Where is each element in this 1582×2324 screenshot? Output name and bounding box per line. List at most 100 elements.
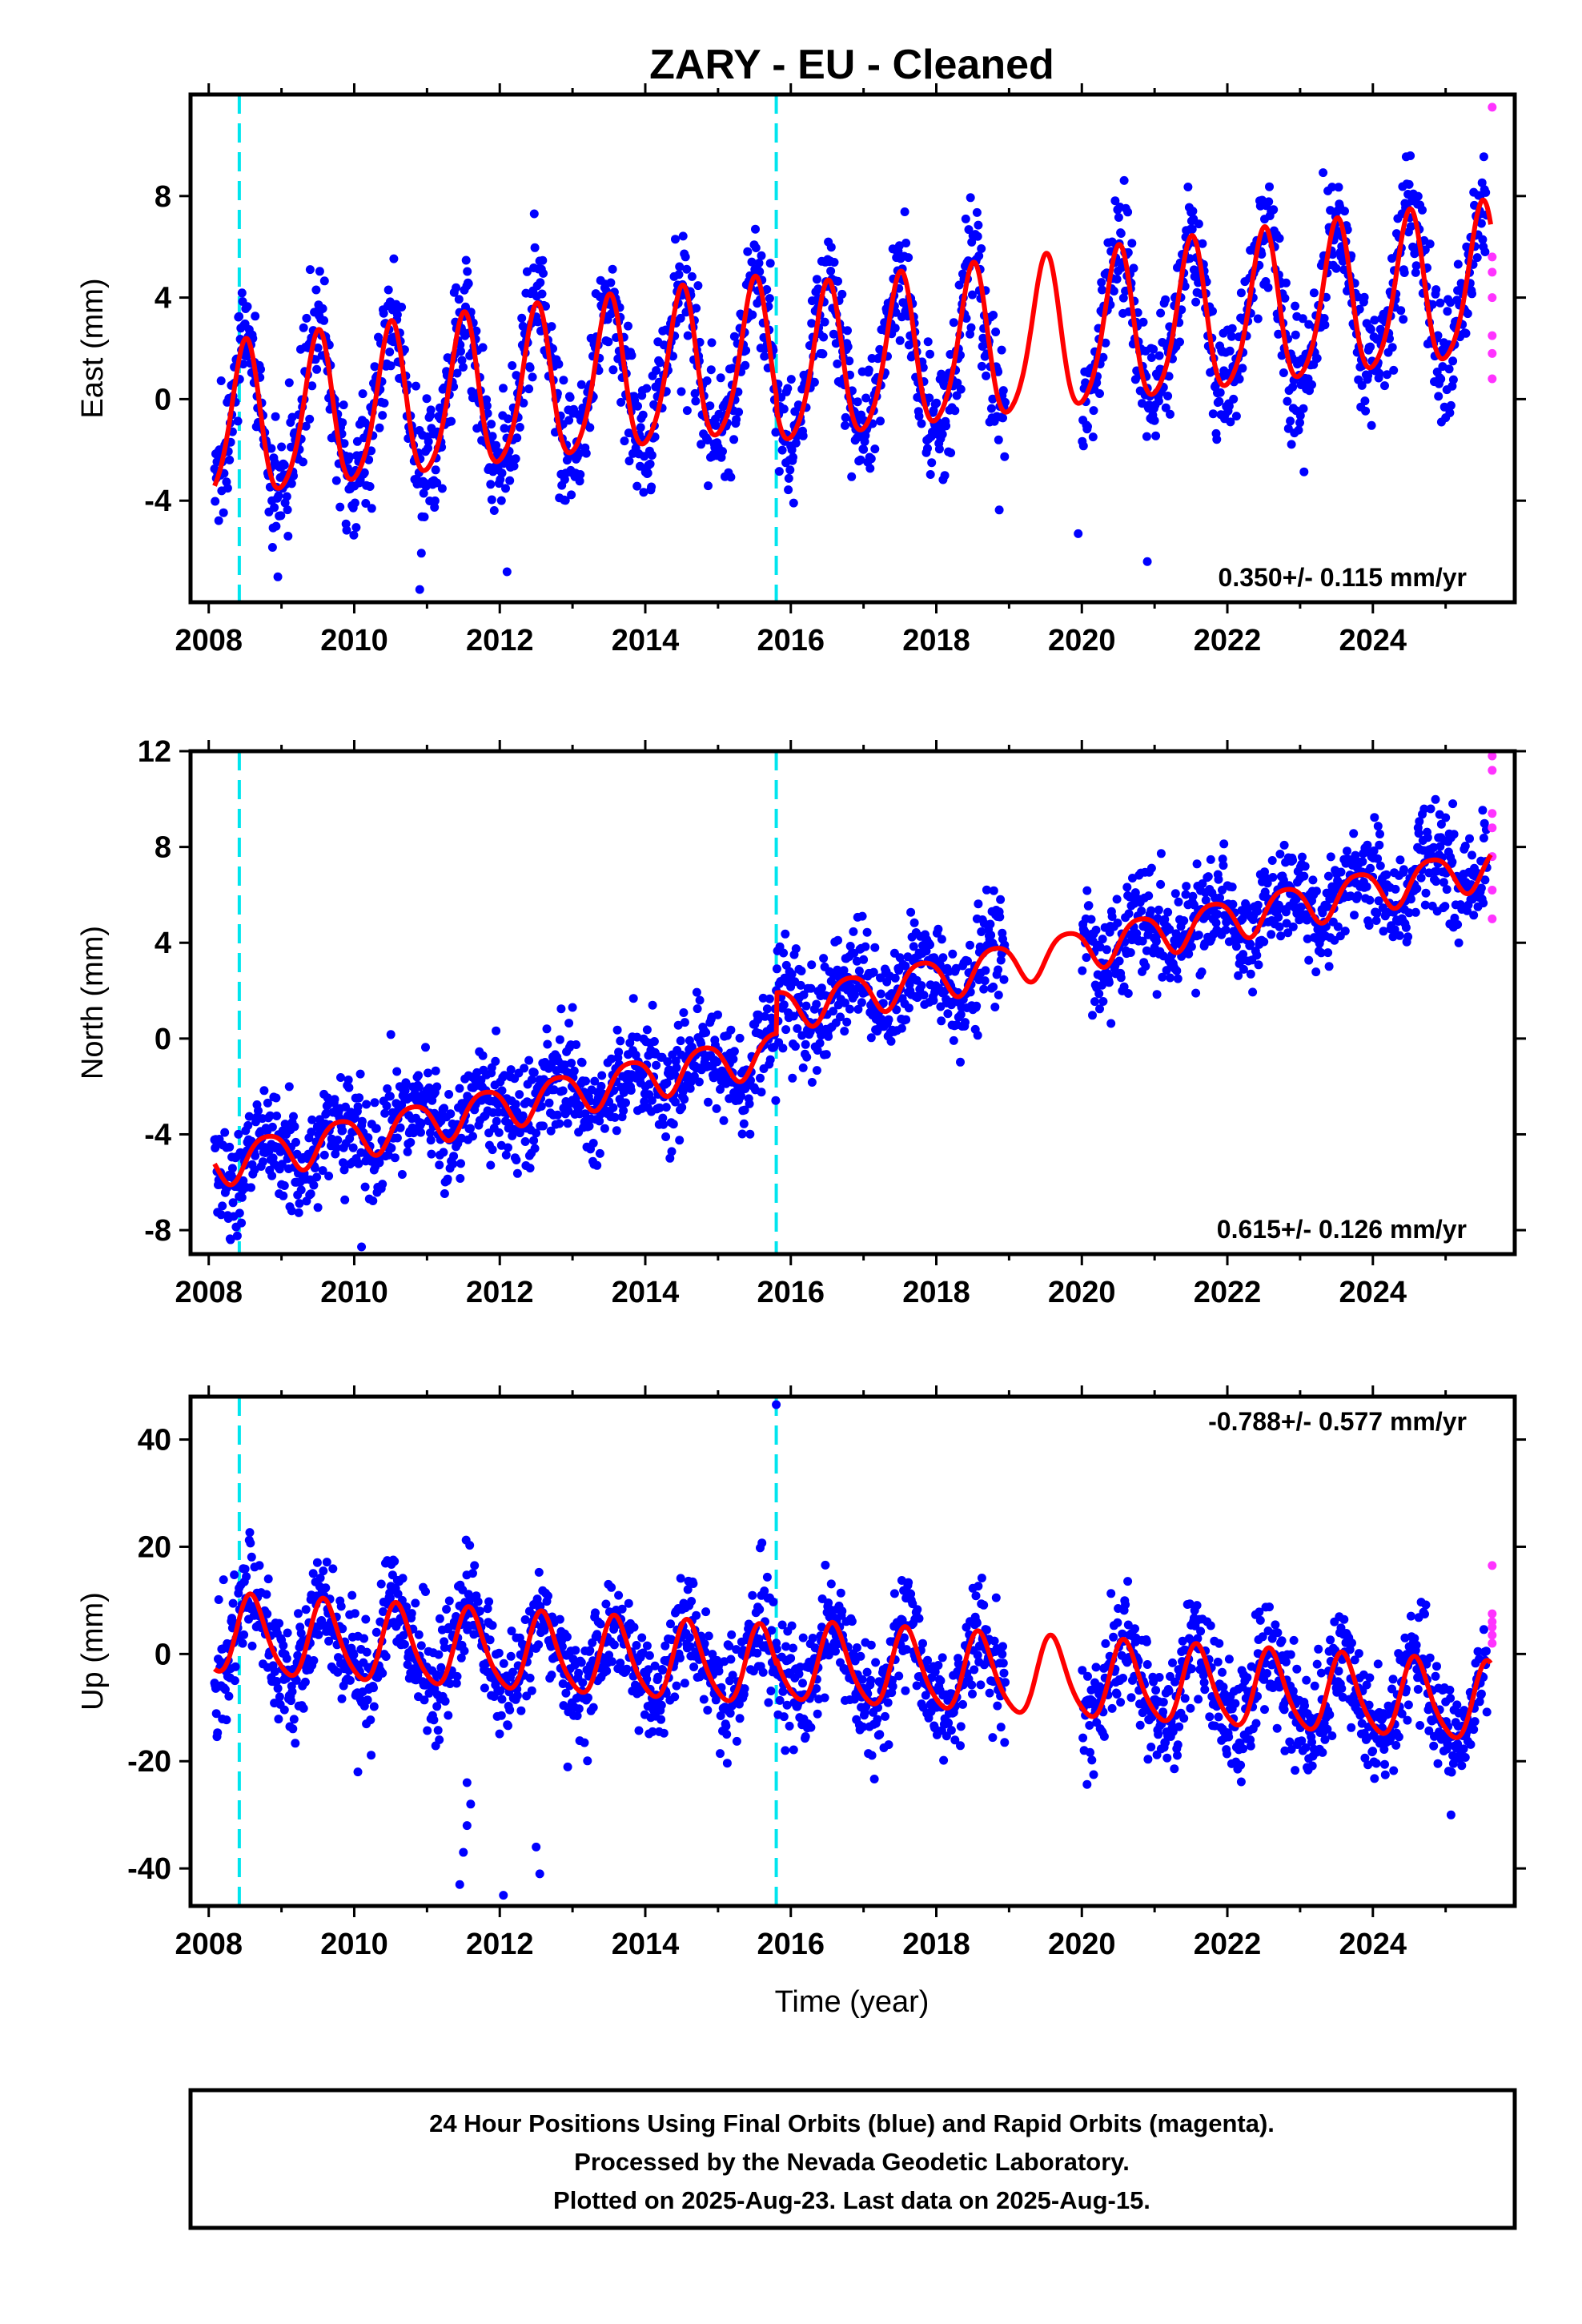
- data-point: [299, 457, 307, 467]
- data-point: [235, 1208, 244, 1218]
- data-point: [414, 1071, 423, 1080]
- data-point: [648, 1000, 657, 1010]
- data-point: [506, 1651, 516, 1661]
- data-point: [478, 343, 488, 352]
- data-point: [1098, 935, 1107, 944]
- data-point: [552, 1110, 562, 1120]
- data-point: [601, 1599, 611, 1609]
- data-point: [1375, 861, 1385, 870]
- data-point: [994, 505, 1004, 515]
- data-point: [468, 1569, 477, 1578]
- data-point: [1095, 389, 1104, 398]
- data-point: [757, 1088, 766, 1097]
- data-point: [1267, 856, 1277, 865]
- data-point: [1246, 939, 1255, 949]
- data-point: [1206, 854, 1215, 864]
- data-point: [789, 452, 797, 462]
- data-point: [608, 264, 617, 274]
- data-point: [1426, 804, 1435, 814]
- velocity-label: 0.615+/- 0.126 mm/yr: [1217, 1215, 1467, 1244]
- data-point: [277, 1160, 287, 1169]
- data-point: [1091, 925, 1101, 935]
- data-point: [352, 436, 362, 446]
- data-point: [216, 1210, 226, 1220]
- data-point: [1098, 997, 1108, 1006]
- data-point: [952, 391, 962, 400]
- data-point: [508, 361, 517, 370]
- data-point: [435, 1160, 444, 1170]
- data-point: [312, 1172, 322, 1182]
- data-point: [1366, 324, 1375, 334]
- x-tick-label: 2014: [612, 1276, 680, 1309]
- data-point: [676, 313, 685, 323]
- data-point: [1259, 937, 1269, 947]
- y-tick-label: 4: [155, 927, 171, 960]
- data-point: [964, 225, 974, 235]
- data-point: [734, 408, 744, 416]
- data-point: [423, 1726, 432, 1735]
- data-point: [1353, 891, 1363, 900]
- data-point: [581, 1076, 590, 1086]
- data-point: [718, 447, 727, 456]
- data-point: [220, 1128, 230, 1137]
- data-point: [837, 289, 847, 299]
- plot-area: [210, 94, 1497, 602]
- outlier-point: [1074, 529, 1083, 538]
- data-point: [412, 381, 420, 391]
- data-point: [988, 394, 998, 404]
- data-point: [1127, 239, 1137, 248]
- data-point: [642, 1641, 652, 1651]
- data-point: [918, 363, 928, 372]
- data-point: [687, 1597, 697, 1606]
- data-point: [367, 1751, 376, 1760]
- data-point: [938, 429, 947, 439]
- data-point: [954, 280, 964, 290]
- data-point: [211, 1144, 220, 1152]
- data-point: [662, 1078, 672, 1088]
- data-point: [925, 393, 934, 403]
- data-point: [282, 1654, 291, 1663]
- data-point: [859, 444, 869, 454]
- data-point: [240, 1564, 250, 1574]
- data-point: [637, 1633, 647, 1642]
- data-point: [411, 1598, 420, 1608]
- data-point: [237, 1218, 247, 1228]
- data-point: [680, 1095, 689, 1104]
- data-point: [729, 332, 739, 341]
- data-point: [348, 1143, 358, 1152]
- data-point: [473, 1597, 483, 1606]
- data-point: [444, 1596, 454, 1606]
- data-point: [487, 495, 496, 505]
- data-point: [616, 397, 626, 407]
- data-point: [263, 1098, 272, 1108]
- data-point: [693, 1004, 702, 1014]
- data-point: [283, 1628, 292, 1638]
- data-point: [356, 1148, 366, 1157]
- data-point: [472, 326, 481, 336]
- data-point: [289, 1112, 298, 1121]
- data-point: [214, 1595, 223, 1604]
- data-point: [1413, 191, 1423, 201]
- data-point: [704, 1631, 713, 1641]
- data-point: [556, 1004, 566, 1014]
- data-point: [1185, 254, 1195, 263]
- data-point: [576, 1101, 585, 1111]
- data-point: [741, 346, 751, 356]
- data-point: [600, 1124, 609, 1133]
- data-point: [1439, 402, 1449, 412]
- data-point: [1382, 870, 1391, 879]
- data-point: [596, 1081, 606, 1091]
- data-point: [279, 460, 289, 470]
- data-point: [619, 1106, 628, 1116]
- data-point: [847, 472, 857, 481]
- data-point: [926, 470, 935, 479]
- data-point: [1114, 213, 1123, 222]
- data-point: [1399, 315, 1408, 324]
- data-point: [1172, 966, 1182, 975]
- data-point: [527, 1686, 536, 1695]
- data-point: [432, 478, 442, 488]
- north-panel: 2008 2010 2012 2014 2016 2018 2020 2022 2024-8-4…: [76, 735, 1526, 1309]
- data-point: [677, 1103, 687, 1112]
- data-point: [1088, 432, 1098, 442]
- data-point: [671, 235, 680, 244]
